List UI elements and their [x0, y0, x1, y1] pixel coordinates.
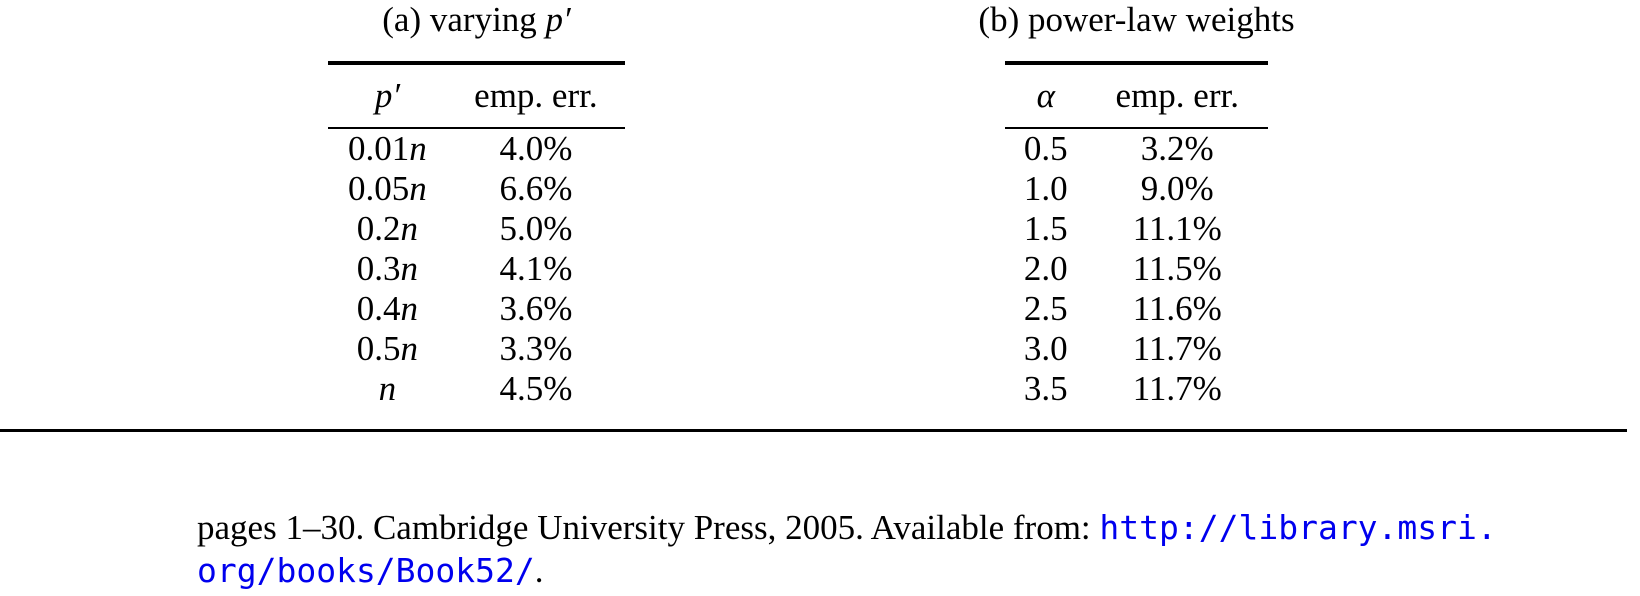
param-cell: 3.0 — [1023, 329, 1068, 368]
table-row: 0.5n 3.3% — [328, 329, 625, 369]
col-header-emp-err: emp. err. — [446, 63, 625, 129]
error-cell: 11.7% — [1132, 369, 1222, 408]
param-cell: 2.5 — [1023, 289, 1068, 328]
subtable-b-caption-text: (b) power-law weights — [978, 0, 1295, 39]
reference-text: pages 1–30. Cambridge University Press, … — [197, 506, 1637, 592]
header-row: α emp. err. — [1005, 63, 1268, 129]
table-row: 0.2n 5.0% — [328, 209, 625, 249]
error-cell: 6.6% — [499, 169, 573, 208]
col-header-p-prime: p′ — [328, 63, 447, 129]
param-cell: 2.0 — [1023, 249, 1068, 288]
subtable-a-caption-text: (a) varying — [382, 0, 546, 39]
param-cell: 0.5n — [356, 329, 419, 368]
header-row: p′ emp. err. — [328, 63, 625, 129]
error-cell: 4.5% — [499, 369, 573, 408]
error-cell: 9.0% — [1140, 169, 1214, 208]
error-cell: 4.0% — [499, 129, 573, 168]
param-cell: 1.5 — [1023, 209, 1068, 248]
table-row: 2.0 11.5% — [1005, 249, 1268, 289]
subtable-b: (b) power-law weights α emp. err. 0.5 3.… — [978, 0, 1294, 409]
error-cell: 11.1% — [1132, 209, 1222, 248]
error-cell: 11.7% — [1132, 329, 1222, 368]
reference-body-text: pages 1–30. Cambridge University Press, … — [197, 508, 1100, 547]
table-row: n 4.5% — [328, 369, 625, 409]
param-cell: 0.2n — [356, 209, 419, 248]
table-row: 2.5 11.6% — [1005, 289, 1268, 329]
table-row: 1.5 11.1% — [1005, 209, 1268, 249]
table-row: 0.01n 4.0% — [328, 128, 625, 169]
subtable-a: (a) varying p′ p′ emp. err. 0.01n 4.0% 0… — [328, 0, 625, 409]
table-row: 0.5 3.2% — [1005, 128, 1268, 169]
table-row: 0.4n 3.6% — [328, 289, 625, 329]
horizontal-divider — [0, 429, 1627, 432]
table-row: 1.0 9.0% — [1005, 169, 1268, 209]
error-cell: 3.6% — [499, 289, 573, 328]
reference-url-link-line2[interactable]: org/books/Book52/ — [197, 551, 535, 590]
param-cell: 0.05n — [348, 169, 427, 208]
table-row: 0.05n 6.6% — [328, 169, 625, 209]
table-row: 3.0 11.7% — [1005, 329, 1268, 369]
power-law-weights-table: α emp. err. 0.5 3.2% 1.0 9.0% 1.5 11.1% — [1005, 61, 1268, 409]
param-cell: 0.5 — [1023, 129, 1068, 168]
error-cell: 3.3% — [499, 329, 573, 368]
subtable-b-caption: (b) power-law weights — [978, 0, 1294, 40]
param-cell: 1.0 — [1023, 169, 1068, 208]
error-cell: 3.2% — [1140, 129, 1214, 168]
reference-period: . — [534, 551, 544, 590]
param-cell: 3.5 — [1023, 369, 1068, 408]
param-cell: 0.3n — [356, 249, 419, 288]
error-cell: 4.1% — [499, 249, 573, 288]
varying-p-table: p′ emp. err. 0.01n 4.0% 0.05n 6.6% 0.2n … — [328, 61, 625, 409]
table-row: 0.3n 4.1% — [328, 249, 625, 289]
reference-url-link-line1[interactable]: http://library.msri. — [1099, 508, 1497, 547]
subtable-a-caption: (a) varying p′ — [382, 0, 570, 40]
param-cell: n — [378, 369, 397, 408]
param-cell: 0.01n — [348, 129, 427, 168]
param-cell: 0.4n — [356, 289, 419, 328]
col-header-emp-err: emp. err. — [1086, 63, 1268, 129]
error-cell: 11.6% — [1132, 289, 1222, 328]
col-header-alpha: α — [1005, 63, 1087, 129]
table-row: 3.5 11.7% — [1005, 369, 1268, 409]
error-cell: 5.0% — [499, 209, 573, 248]
subtable-a-caption-math: p′ — [545, 0, 571, 39]
error-cell: 11.5% — [1132, 249, 1222, 288]
